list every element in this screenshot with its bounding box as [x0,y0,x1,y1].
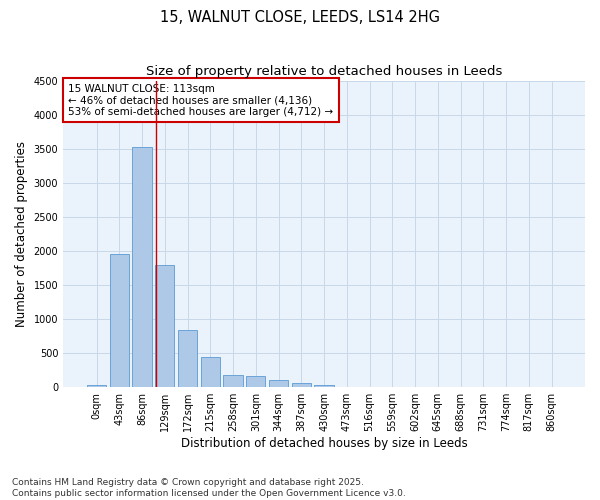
Bar [110,254,129,387]
Bar [87,385,106,387]
X-axis label: Distribution of detached houses by size in Leeds: Distribution of detached houses by size … [181,437,467,450]
Y-axis label: Number of detached properties: Number of detached properties [15,141,28,327]
Bar [337,386,356,387]
Bar [223,376,243,387]
Bar [178,330,197,387]
Bar [292,383,311,387]
Title: Size of property relative to detached houses in Leeds: Size of property relative to detached ho… [146,65,502,78]
Bar [314,385,334,387]
Bar [155,264,175,387]
Text: 15 WALNUT CLOSE: 113sqm
← 46% of detached houses are smaller (4,136)
53% of semi: 15 WALNUT CLOSE: 113sqm ← 46% of detache… [68,84,334,117]
Bar [200,356,220,387]
Bar [133,148,152,387]
Text: 15, WALNUT CLOSE, LEEDS, LS14 2HG: 15, WALNUT CLOSE, LEEDS, LS14 2HG [160,10,440,25]
Text: Contains HM Land Registry data © Crown copyright and database right 2025.
Contai: Contains HM Land Registry data © Crown c… [12,478,406,498]
Bar [246,376,265,387]
Bar [269,380,288,387]
